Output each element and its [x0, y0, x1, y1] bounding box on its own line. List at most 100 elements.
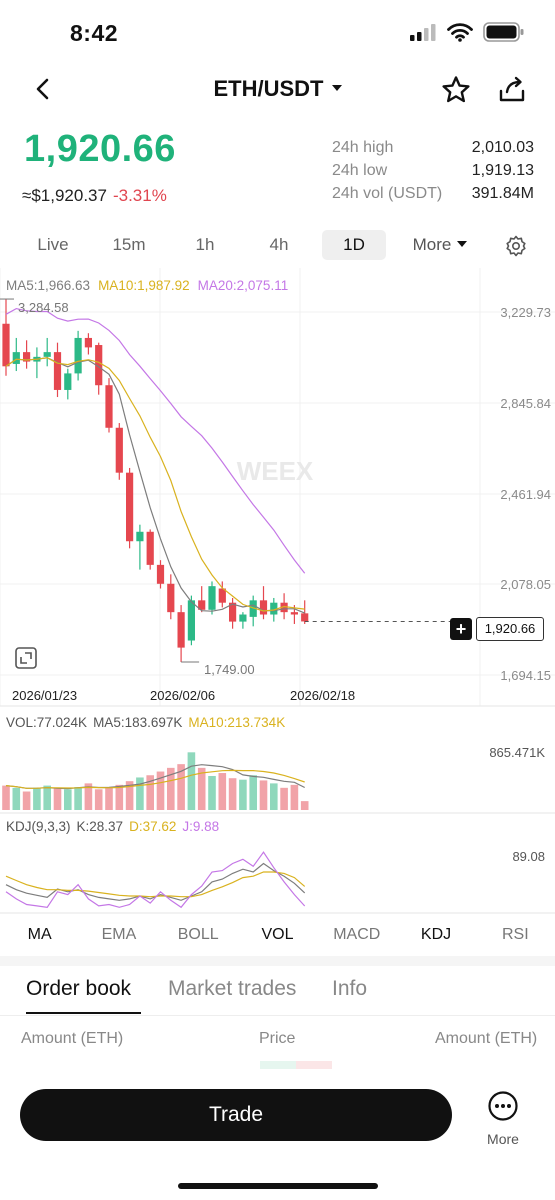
candle-body [12, 352, 20, 364]
tf-live[interactable]: Live [37, 235, 69, 254]
settings-gear-icon[interactable] [505, 235, 527, 257]
status-time: 8:42 [70, 20, 119, 46]
tab-order-book[interactable]: Order book [26, 977, 132, 1000]
pair-selector[interactable]: ETH/USDT [0, 76, 555, 102]
volume-bar [12, 787, 21, 810]
ma5-value: MA5:1,966.63 [6, 278, 91, 293]
volume-bar [177, 764, 185, 810]
candle-body [301, 613, 309, 622]
low-annotation: 1,749.00 [204, 662, 255, 677]
volume-bar [53, 788, 62, 810]
candle-body [270, 602, 278, 615]
price-change: -3.31% [112, 186, 167, 205]
candle-body [280, 602, 288, 613]
volume-legend: VOL:77.024K MA5:183.697K MA10:213.734K [6, 715, 291, 730]
date-label: 2026/02/06 [150, 688, 216, 703]
current-price-tag: 1,920.66 [476, 617, 544, 641]
ma10-value: MA10:1,987.92 [98, 278, 190, 293]
battery-icon [483, 22, 524, 42]
more-label: More [487, 1131, 519, 1147]
kdj-label: KDJ(9,3,3) [6, 819, 71, 834]
tab-market-trades[interactable]: Market trades [168, 977, 297, 1000]
chart-area[interactable]: WEEX MA5:1,966.63 MA10:1,987.92 MA20:2,075… [0, 268, 555, 914]
last-price: 1,920.66 [24, 128, 176, 170]
status-icons [409, 22, 525, 42]
tf-more[interactable]: More [400, 230, 480, 260]
market-tabs: Order book Market trades Info [0, 966, 555, 1016]
candle-body [136, 531, 144, 542]
kdj-d-line [5, 871, 306, 898]
volume-bar [105, 787, 113, 810]
y-tick: 2,461.94 [500, 487, 551, 502]
more-dots-icon [488, 1091, 518, 1121]
volume-bar [197, 767, 206, 810]
stat-value: 2,010.03 [471, 139, 534, 156]
candle-body [167, 583, 175, 613]
candle-body [249, 600, 257, 617]
volume-bar [208, 775, 216, 810]
indicator-ema[interactable]: EMA [101, 926, 137, 943]
bottom-bar: Trade More [0, 1076, 555, 1200]
star-icon[interactable] [440, 74, 472, 106]
candle-body [84, 337, 92, 348]
add-alert-button[interactable]: + [450, 618, 472, 640]
volume-bar [33, 787, 41, 810]
indicator-boll[interactable]: BOLL [177, 926, 219, 943]
tf-more-label: More [412, 235, 452, 254]
tab-info[interactable]: Info [332, 977, 368, 1000]
volume-bar [259, 780, 268, 810]
watermark: WEEX [237, 456, 314, 486]
trade-button[interactable]: Trade [20, 1089, 452, 1141]
share-icon[interactable] [496, 74, 528, 106]
date-label: 2026/02/18 [290, 688, 356, 703]
y-tick: 2,845.84 [500, 396, 551, 411]
indicator-ma[interactable]: MA [27, 926, 52, 943]
candle-body [156, 564, 165, 584]
candlestick-chart[interactable]: WEEX [0, 268, 555, 914]
tf-4h[interactable]: 4h [269, 235, 289, 254]
kdj-legend: KDJ(9,3,3) K:28.37 D:37.62 J:9.88 [6, 819, 225, 834]
kdj-max-label: 89.08 [512, 849, 545, 864]
ma-legend: MA5:1,966.63 MA10:1,987.92 MA20:2,075.11 [6, 278, 296, 293]
volume-bar [228, 778, 237, 810]
date-label: 2026/01/23 [12, 688, 78, 703]
expand-icon[interactable] [14, 646, 38, 670]
volume-bar [22, 791, 31, 810]
tf-1d[interactable]: 1D [322, 230, 386, 260]
candle-body [115, 427, 123, 473]
y-tick: 2,078.05 [500, 577, 551, 592]
volume-bar [290, 784, 299, 810]
indicator-bar: MA EMA BOLL VOL MACD KDJ RSI [0, 916, 555, 956]
stat-label: 24h high [332, 139, 394, 156]
indicator-kdj[interactable]: KDJ [420, 926, 452, 943]
kdj-k-line [5, 862, 306, 901]
indicator-rsi[interactable]: RSI [501, 926, 529, 943]
vol-ma10-value: MA10:213.734K [188, 715, 286, 730]
ma20-value: MA20:2,075.11 [197, 278, 289, 293]
caret-down-icon [331, 85, 342, 92]
stat-label: 24h vol (USDT) [332, 185, 443, 202]
tf-15m[interactable]: 15m [112, 235, 146, 254]
active-tab-indicator [26, 1012, 141, 1014]
volume-bar [167, 767, 175, 810]
kdj-j-value: J:9.88 [182, 819, 220, 834]
tf-1h[interactable]: 1h [195, 235, 215, 254]
stat-value: 391.84M [471, 185, 534, 202]
candle-body [43, 352, 51, 357]
volume-bar [249, 775, 257, 810]
vol-ma10-line [5, 769, 305, 789]
back-button[interactable] [28, 74, 58, 104]
indicator-macd[interactable]: MACD [333, 926, 381, 943]
kdj-d-value: D:37.62 [129, 819, 177, 834]
volume-bar [84, 783, 93, 810]
volume-max-label: 865.471K [489, 745, 545, 760]
stat-row: 24h high 2,010.03 [332, 136, 534, 159]
volume-bar [218, 773, 227, 810]
candle-body [229, 602, 237, 622]
candle-body [23, 352, 31, 362]
indicator-vol[interactable]: VOL [261, 926, 294, 943]
more-button[interactable]: More [478, 1090, 528, 1147]
kdj-j-line [5, 851, 306, 909]
timeframe-bar: Live 15m 1h 4h 1D More [0, 230, 555, 262]
candle-body [74, 337, 82, 374]
